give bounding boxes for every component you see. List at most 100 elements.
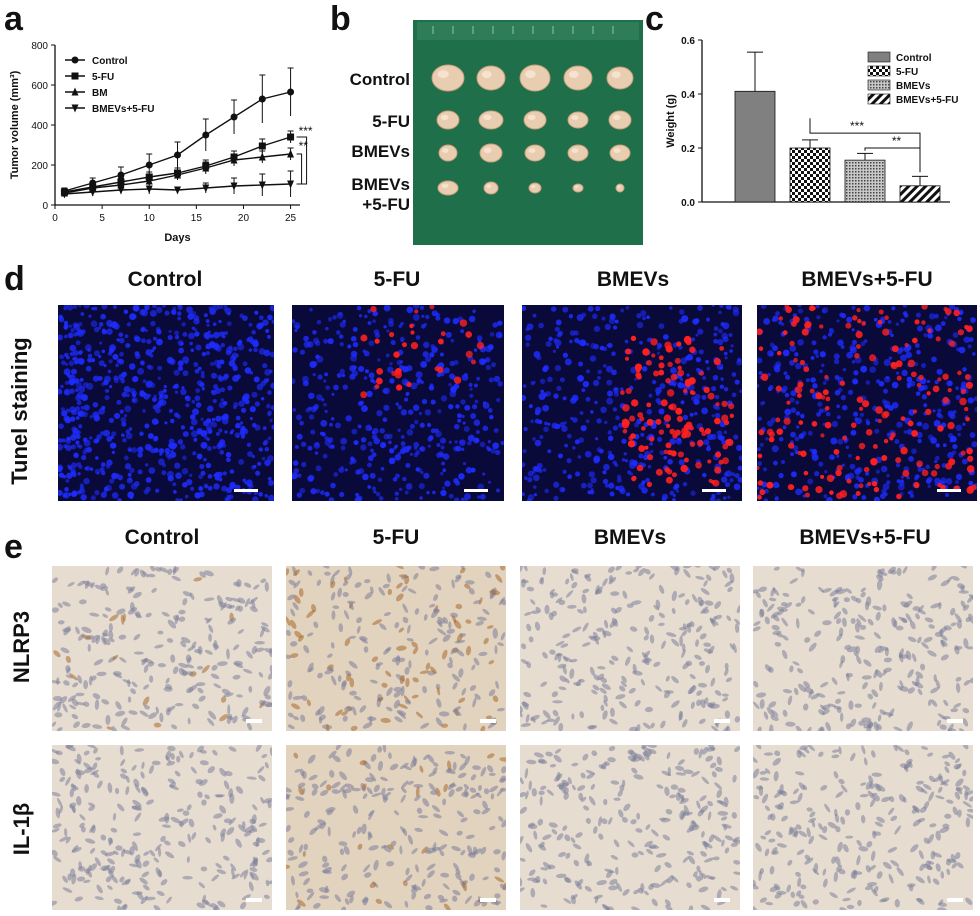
nucleus — [709, 496, 716, 501]
cell-nucleus — [52, 721, 57, 727]
cell-nucleus — [500, 632, 506, 641]
cell-nucleus — [498, 816, 504, 822]
cell-nucleus — [298, 844, 304, 853]
cell-nucleus — [371, 792, 382, 797]
nucleus — [569, 339, 573, 344]
nucleus — [79, 486, 85, 492]
nucleus — [760, 401, 765, 406]
nucleus — [601, 316, 606, 321]
tunel-positive-cell — [960, 388, 966, 395]
nucleus — [467, 440, 472, 446]
cell-nucleus — [149, 566, 156, 572]
nucleus — [167, 334, 173, 340]
nucleus — [763, 317, 771, 325]
nucleus — [77, 490, 82, 495]
cell-nucleus — [407, 588, 417, 594]
cell-nucleus — [201, 664, 210, 674]
cell-nucleus — [207, 717, 215, 726]
nucleus — [525, 342, 530, 347]
nucleus — [67, 332, 74, 339]
tunel-image-5fu — [292, 305, 504, 501]
tunel-positive-cell — [896, 375, 902, 381]
cell-nucleus — [327, 653, 333, 658]
cell-nucleus — [187, 645, 196, 652]
cell-nucleus — [802, 784, 808, 791]
cell-nucleus — [237, 597, 246, 604]
cell-nucleus — [571, 762, 579, 767]
nucleus — [377, 358, 381, 362]
tunel-positive-cell — [622, 404, 630, 412]
nucleus — [87, 357, 92, 363]
tunel-positive-cell — [410, 330, 415, 335]
nucleus — [455, 480, 461, 486]
nucleus — [63, 444, 68, 449]
nucleus — [312, 372, 316, 377]
nucleus — [452, 318, 459, 325]
nucleus — [480, 493, 486, 500]
cell-nucleus — [681, 719, 688, 728]
cell-nucleus — [208, 633, 212, 642]
cell-nucleus — [155, 843, 162, 852]
tunel-positive-cell — [826, 474, 835, 482]
cell-nucleus — [706, 574, 712, 581]
cell-nucleus — [860, 587, 867, 593]
cell-nucleus — [615, 566, 623, 571]
cell-nucleus — [496, 788, 504, 797]
nucleus — [349, 365, 356, 372]
cell-nucleus — [907, 636, 917, 643]
cell-nucleus — [67, 582, 75, 587]
nucleus — [908, 456, 914, 462]
cell-nucleus — [197, 791, 203, 798]
cell-nucleus — [156, 890, 165, 896]
nucleus — [607, 430, 612, 435]
nucleus — [732, 306, 739, 313]
cell-nucleus — [562, 825, 568, 831]
cell-nucleus — [203, 570, 214, 577]
cell-nucleus — [224, 770, 233, 777]
nucleus — [834, 375, 840, 380]
tunel-positive-cell — [804, 320, 812, 328]
cell-nucleus — [154, 644, 164, 649]
tunel-row-label: Tunel staining — [7, 337, 32, 485]
cell-nucleus — [449, 657, 453, 664]
cell-nucleus — [809, 811, 816, 818]
nucleus — [624, 339, 629, 344]
nucleus — [70, 470, 75, 476]
cell-nucleus — [230, 863, 237, 872]
cell-nucleus — [112, 654, 119, 661]
tunel-positive-cell — [721, 400, 728, 408]
cell-nucleus — [539, 577, 543, 584]
nucleus — [211, 417, 216, 422]
cell-nucleus — [192, 703, 200, 710]
nucleus — [122, 437, 127, 443]
tunel-positive-cell — [793, 357, 798, 363]
cell-nucleus — [236, 579, 242, 588]
cell-nucleus — [269, 747, 272, 757]
nucleus — [453, 359, 459, 366]
cell-nucleus — [427, 754, 435, 763]
cell-nucleus — [567, 604, 577, 609]
cell-nucleus — [552, 709, 559, 717]
tunel-positive-cell — [641, 426, 646, 431]
nucleus — [90, 495, 96, 501]
tunel-positive-cell — [785, 306, 792, 314]
nucleus — [971, 352, 976, 356]
cell-nucleus — [412, 646, 419, 655]
nucleus — [761, 305, 767, 310]
cell-nucleus — [762, 599, 768, 608]
nucleus — [241, 407, 247, 413]
cell-nucleus — [671, 700, 680, 708]
cell-nucleus — [542, 834, 552, 840]
cell-nucleus — [666, 752, 671, 760]
cell-nucleus — [715, 614, 723, 620]
cell-nucleus — [769, 724, 774, 731]
nucleus — [101, 305, 108, 310]
cell-nucleus — [400, 780, 409, 790]
cell-nucleus — [165, 684, 173, 690]
cell-nucleus — [753, 626, 761, 632]
nucleus — [119, 409, 124, 414]
nucleus — [189, 425, 194, 431]
cell-nucleus — [293, 580, 301, 589]
cell-nucleus — [304, 810, 310, 818]
nucleus — [489, 414, 494, 420]
